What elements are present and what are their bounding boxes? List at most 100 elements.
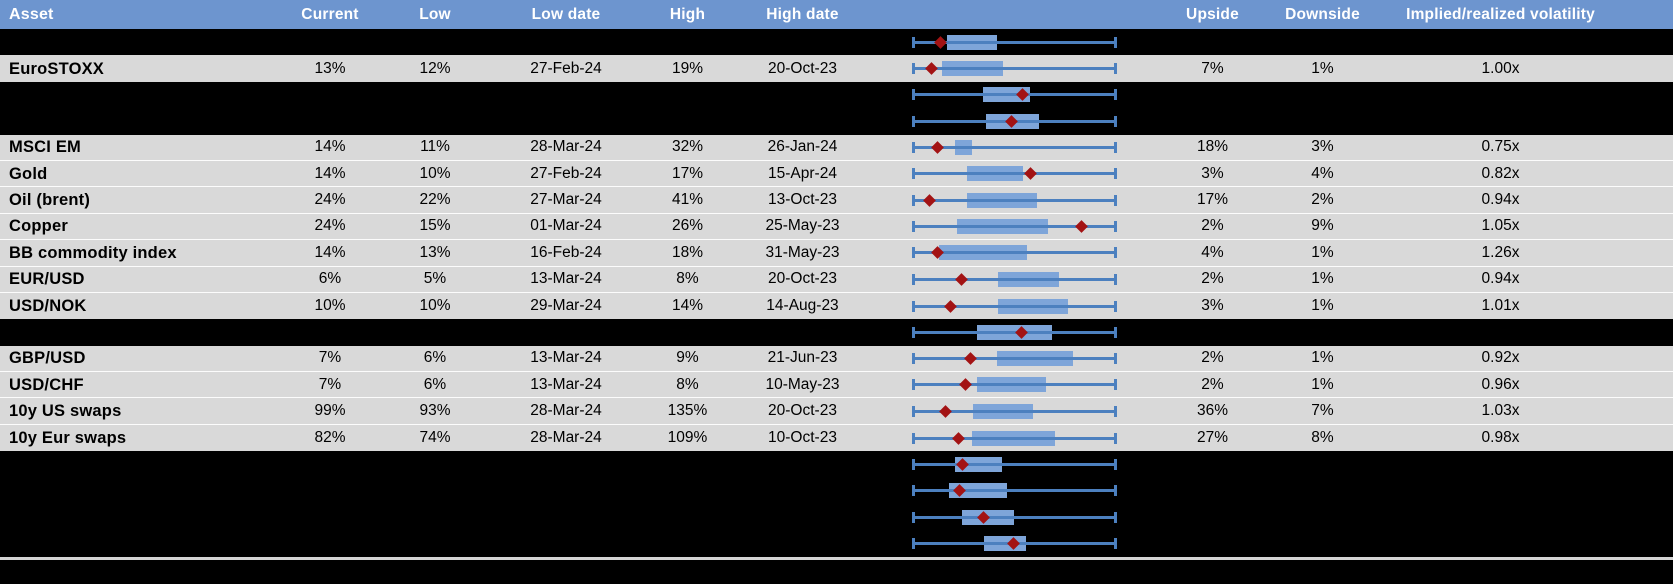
current-value: 82% [314, 429, 346, 447]
boxplot-track [912, 135, 1117, 160]
vol-value: 1.26x [1481, 243, 1520, 261]
column-header-implied-realized-volatility: Implied/realized volatility [1406, 5, 1595, 23]
current-value: 14% [314, 164, 346, 182]
hidden-row [0, 530, 1673, 557]
whisker-cap-right [1114, 511, 1117, 523]
range-boxplot-cell [880, 82, 1150, 108]
upside-value: 36% [1196, 402, 1229, 420]
whisker-cap-left [912, 458, 915, 470]
range-whisker-line [912, 515, 1117, 519]
whisker-cap-left [912, 273, 915, 285]
high-value: 41% [671, 191, 704, 209]
current-value-diamond-icon [939, 404, 952, 418]
range-boxplot-cell [880, 108, 1150, 134]
upside-value: 2% [1201, 375, 1224, 393]
boxplot-track [912, 478, 1117, 504]
downside-value: 1% [1311, 375, 1334, 393]
asset-name: MSCI EM [9, 138, 81, 157]
downside-value: 1% [1311, 59, 1334, 77]
asset-name: Oil (brent) [9, 191, 91, 210]
table-row-gbp-usd: GBP/USD 7% 6% 13-Mar-24 9% 21-Jun-23 2% 1% 0.92x [0, 345, 1673, 373]
current-value-diamond-icon [955, 272, 968, 286]
boxplot-track [912, 29, 1117, 55]
table-row-eur-usd: EUR/USD 6% 5% 13-Mar-24 8% 20-Oct-23 2% 1% 0.94x [0, 266, 1673, 293]
high_date-value: 14-Aug-23 [766, 297, 839, 315]
downside-value: 4% [1311, 164, 1334, 182]
range-boxplot-cell [880, 451, 1150, 477]
range-whisker-line [912, 277, 1117, 281]
boxplot-track [912, 82, 1117, 108]
low-value: 22% [419, 191, 451, 209]
boxplot-track [912, 530, 1117, 556]
downside-value: 8% [1311, 429, 1334, 447]
high_date-value: 20-Oct-23 [768, 59, 837, 77]
high_date-value: 31-May-23 [765, 243, 840, 261]
footer-row [0, 556, 1673, 584]
low_date-value: 01-Mar-24 [530, 217, 602, 235]
whisker-cap-left [912, 220, 915, 232]
range-boxplot-cell [880, 267, 1150, 292]
vol-value: 1.05x [1481, 217, 1520, 235]
current-value-diamond-icon [964, 352, 977, 365]
table-row-usd-nok: USD/NOK 10% 10% 29-Mar-24 14% 14-Aug-23 3% 1% 1.… [0, 292, 1673, 320]
whisker-cap-right [1114, 194, 1117, 206]
hidden-row [0, 108, 1673, 135]
whisker-cap-right [1114, 326, 1117, 338]
whisker-cap-right [1114, 300, 1117, 312]
whisker-cap-left [912, 326, 915, 338]
low_date-value: 28-Mar-24 [530, 402, 602, 420]
boxplot-track [912, 267, 1117, 292]
low_date-value: 28-Mar-24 [530, 138, 602, 156]
whisker-cap-right [1114, 36, 1117, 48]
low_date-value: 13-Mar-24 [530, 349, 602, 367]
whisker-cap-left [912, 63, 915, 75]
range-whisker-line [912, 436, 1117, 440]
low-value: 6% [423, 375, 447, 393]
high_date-value: 20-Oct-23 [768, 402, 837, 420]
downside-value: 1% [1311, 297, 1334, 315]
column-header-high-date: High date [766, 5, 839, 23]
downside-value: 7% [1311, 402, 1334, 420]
hidden-row [0, 451, 1673, 478]
range-whisker-line [912, 93, 1117, 97]
low-value: 10% [419, 164, 451, 182]
high-value: 17% [671, 164, 704, 182]
asset-name: Copper [9, 217, 68, 236]
current-value-diamond-icon [1075, 220, 1089, 233]
whisker-cap-right [1114, 379, 1117, 391]
asset-name: 10y US swaps [9, 402, 122, 421]
range-whisker-line [912, 145, 1117, 149]
asset-name: EUR/USD [9, 270, 85, 289]
whisker-cap-left [912, 379, 915, 391]
range-boxplot-cell [880, 478, 1150, 504]
table-row-gold: Gold 14% 10% 27-Feb-24 17% 15-Apr-24 3% 4% 0.82x [0, 160, 1673, 188]
boxplot-track [912, 398, 1117, 423]
whisker-cap-left [912, 247, 915, 259]
upside-value: 2% [1201, 270, 1224, 288]
current-value-diamond-icon [922, 193, 936, 207]
range-boxplot-cell [880, 187, 1150, 212]
whisker-cap-left [912, 538, 915, 550]
low-value: 15% [419, 217, 451, 235]
high-value: 109% [667, 429, 708, 447]
range-whisker-line [912, 462, 1117, 466]
current-value-diamond-icon [951, 431, 965, 445]
current-value-diamond-icon [944, 299, 958, 313]
vol-value: 0.92x [1481, 349, 1520, 367]
high_date-value: 25-May-23 [765, 217, 840, 235]
table-row-usd-chf: USD/CHF 7% 6% 13-Mar-24 8% 10-May-23 2% 1% 0.96x [0, 372, 1673, 399]
low-value: 5% [423, 270, 447, 288]
current-value-diamond-icon [934, 35, 948, 49]
table-row-10y-us-swaps: 10y US swaps 99% 93% 28-Mar-24 135% 20-Oct-23… [0, 398, 1673, 425]
asset-name: 10y Eur swaps [9, 429, 127, 448]
boxplot-track [912, 319, 1117, 345]
hidden-row [0, 477, 1673, 505]
range-boxplot-cell [880, 29, 1150, 55]
range-boxplot-cell [880, 55, 1150, 81]
range-boxplot-cell [880, 504, 1150, 530]
low-value: 11% [420, 138, 450, 156]
low-value: 74% [419, 429, 451, 447]
vol-value: 0.96x [1481, 375, 1520, 393]
high-value: 135% [667, 402, 708, 420]
upside-value: 7% [1201, 59, 1224, 77]
